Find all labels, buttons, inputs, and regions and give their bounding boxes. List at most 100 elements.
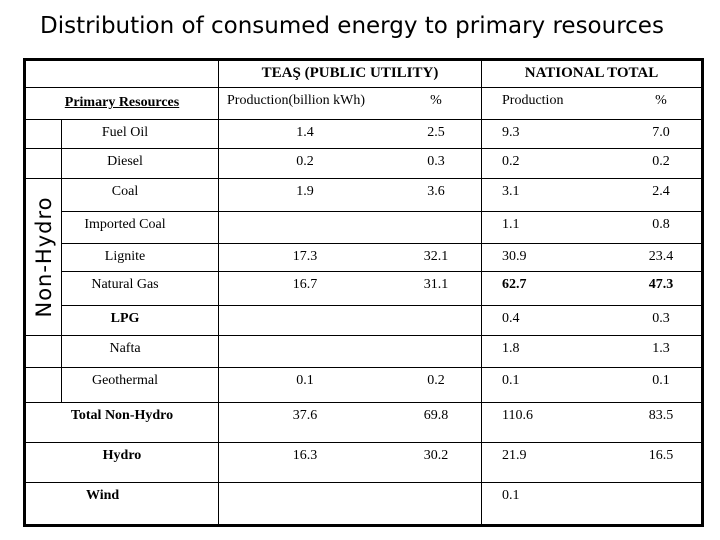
national-production-value: 0.2 [502,154,520,169]
teas-production-value: 16.3 [292,448,318,463]
resource-label-cell: Natural Gas [61,271,219,306]
group-spacer-cell [24,119,62,149]
national-production-value: 110.6 [502,408,533,423]
national-production-value: 0.4 [502,311,520,326]
teas-percent-value: 0.2 [427,373,445,388]
national-values-cell: 21.9 16.5 [481,442,703,483]
teas-values-cell: 16.3 30.2 [218,442,482,483]
table-row: Natural Gas 16.7 31.1 62.7 47.3 [25,271,703,306]
teas-production-value: 37.6 [292,408,318,423]
header-row-groups: TEAŞ (PUBLIC UTILITY) NATIONAL TOTAL [24,59,703,88]
table-row: Fuel Oil 1.4 2.5 9.3 7.0 [24,119,703,149]
teas-percent-value: 69.8 [423,408,449,423]
teas-values-cell: 16.7 31.1 [218,271,482,306]
resource-label-cell: LPG [61,305,219,336]
teas-percent-value: 0.3 [427,154,445,169]
teas-production-value: 0.1 [296,373,314,388]
national-values-cell: 0.4 0.3 [481,305,703,336]
total-nonhydro-label-cell: Total Non-Hydro [24,402,219,443]
national-values-cell: 1.8 1.3 [481,335,703,368]
resource-label-cell: Geothermal [61,367,219,403]
national-production-value: 1.8 [502,341,520,356]
national-values-cell: 110.6 83.5 [481,402,703,443]
teas-production-value: 1.4 [296,125,314,140]
national-production-value: 0.1 [502,373,520,388]
national-group-header: NATIONAL TOTAL [481,59,703,88]
national-percent-value [621,487,701,505]
national-production-value: 3.1 [502,184,520,199]
national-production-value: 62.7 [502,277,527,292]
teas-production-value: 16.7 [292,277,318,292]
teas-subheader-cell: Production(billion kWh) % [218,87,482,120]
table-row: Lignite 17.3 32.1 30.9 23.4 [25,243,703,272]
teas-group-header: TEAŞ (PUBLIC UTILITY) [218,59,482,88]
national-values-cell: 0.1 0.1 [481,367,703,403]
resource-label-cell: Nafta [61,335,219,368]
table-row: LPG 0.4 0.3 [25,305,703,336]
national-production-header: Production [502,93,564,108]
teas-values-cell: 37.6 69.8 [218,402,482,443]
teas-production-header: Production(billion kWh) [227,93,366,108]
national-production-value: 0.1 [502,488,520,503]
national-percent-value: 23.4 [648,249,674,264]
national-production-value: 1.1 [502,217,520,232]
resource-label-cell: Lignite [61,243,219,272]
group-spacer-cell [24,148,62,179]
national-production-value: 9.3 [502,125,520,140]
teas-values-cell: 0.1 0.2 [218,367,482,403]
resource-label-cell: Fuel Oil [61,119,219,149]
teas-values-cell: 1.4 2.5 [218,119,482,149]
teas-values-cell [218,211,482,244]
teas-production-value: 1.9 [296,184,314,199]
group-spacer-cell [24,367,62,403]
teas-values-cell [218,305,482,336]
resource-label-cell: Coal [61,178,219,212]
national-values-cell: 0.1 [481,482,703,526]
resource-label-cell: Diesel [61,148,219,179]
national-percent-value: 0.2 [652,154,670,169]
table-row: Wind 0.1 [24,482,703,526]
page-title: Distribution of consumed energy to prima… [40,13,664,39]
table-row: Imported Coal 1.1 0.8 [25,211,703,244]
national-percent-value: 7.0 [652,125,670,140]
teas-production-value: 0.2 [296,154,314,169]
national-percent-header: % [655,93,667,108]
header-row-columns: Primary Resources Production(billion kWh… [24,87,703,120]
national-production-value: 21.9 [502,448,527,463]
nonhydro-group-label: Non-Hydro [31,196,56,318]
national-percent-value: 16.5 [648,448,674,463]
national-percent-value: 0.1 [652,373,670,388]
wind-label-cell: Wind [24,482,219,526]
national-values-cell: 62.7 47.3 [481,271,703,306]
table-row: Geothermal 0.1 0.2 0.1 0.1 [24,367,703,403]
teas-production-value: 17.3 [292,249,318,264]
teas-values-cell: 1.9 3.6 [218,178,482,212]
resource-label-cell: Imported Coal [61,211,219,244]
teas-percent-value: 3.6 [427,184,445,199]
national-values-cell: 3.1 2.4 [481,178,703,212]
national-values-cell: 1.1 0.8 [481,211,703,244]
corner-empty-cell [24,59,219,88]
national-production-value: 30.9 [502,249,527,264]
teas-values-cell [218,335,482,368]
table-row: Nafta 1.8 1.3 [24,335,703,368]
teas-percent-header: % [430,93,442,108]
hydro-label-cell: Hydro [24,442,219,483]
nonhydro-group-cell: Non-Hydro [24,178,62,336]
national-percent-value: 83.5 [648,408,674,423]
teas-values-cell: 0.2 0.3 [218,148,482,179]
group-spacer-cell [24,335,62,368]
teas-values-cell [218,482,482,526]
table-row: Hydro 16.3 30.2 21.9 16.5 [24,442,703,483]
national-percent-value: 0.8 [652,217,670,232]
table-row: Non-Hydro Coal 1.9 3.6 3.1 2.4 [24,178,703,336]
national-percent-value: 2.4 [652,184,670,199]
national-percent-value: 0.3 [652,311,670,326]
national-percent-value: 47.3 [648,277,674,292]
teas-percent-value: 2.5 [427,125,445,140]
teas-percent-value: 32.1 [423,249,449,264]
national-percent-value: 1.3 [652,341,670,356]
national-values-cell: 0.2 0.2 [481,148,703,179]
national-values-cell: 30.9 23.4 [481,243,703,272]
